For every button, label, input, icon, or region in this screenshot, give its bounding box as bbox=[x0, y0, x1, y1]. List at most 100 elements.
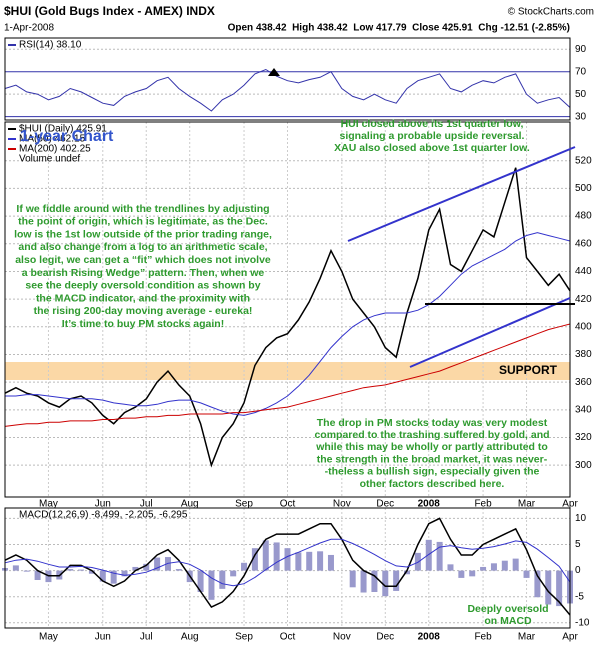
histogram-bar bbox=[317, 551, 324, 571]
y-tick-label: 440 bbox=[575, 266, 592, 277]
y-tick-label: 340 bbox=[575, 404, 592, 415]
y-tick-label: 460 bbox=[575, 238, 592, 249]
y-tick-label: 420 bbox=[575, 294, 592, 305]
x-tick-label: Sep bbox=[235, 499, 253, 510]
y-tick-label: 360 bbox=[575, 377, 592, 388]
annotation: a bearish Rising Wedge” pattern. Then, w… bbox=[22, 267, 265, 279]
x-tick-label: Sep bbox=[235, 632, 253, 643]
legend-entry: MACD(12,26,9) -8.499, -2.205, -6.295 bbox=[19, 510, 188, 521]
histogram-bar bbox=[458, 570, 465, 578]
histogram-bar bbox=[88, 570, 95, 574]
annotation: If we fiddle around with the trendlines … bbox=[16, 203, 269, 215]
y-tick-label: 50 bbox=[575, 89, 587, 100]
histogram-bar bbox=[436, 541, 443, 571]
histogram-bar bbox=[99, 570, 106, 582]
annotation: -theless a bullish sign, especially give… bbox=[325, 466, 540, 478]
legend-entry: MA(200) 402.25 bbox=[19, 144, 91, 155]
annotation: compared to the trashing suffered by gol… bbox=[314, 429, 549, 441]
annotation: XAU also closed above 1st quarter low. bbox=[334, 142, 530, 154]
y-tick-label: 5 bbox=[575, 539, 581, 550]
histogram-bar bbox=[132, 566, 139, 571]
x-tick-label: Jul bbox=[140, 499, 153, 510]
series-line bbox=[4, 68, 571, 112]
trendline bbox=[409, 297, 571, 368]
y-tick-label: 300 bbox=[575, 460, 592, 471]
y-tick-label: 320 bbox=[575, 432, 592, 443]
x-tick-label: 2008 bbox=[418, 499, 441, 510]
histogram-bar bbox=[154, 557, 161, 571]
x-tick-label: Oct bbox=[280, 632, 296, 643]
histogram-bar bbox=[143, 563, 150, 571]
annotation: the strength in the broad market, it was… bbox=[317, 453, 548, 465]
y-tick-label: 520 bbox=[575, 155, 592, 166]
y-tick-label: 30 bbox=[575, 111, 587, 122]
histogram-bar bbox=[121, 570, 128, 577]
histogram-bar bbox=[273, 542, 280, 571]
title: $HUI (Gold Bugs Index - AMEX) INDX bbox=[4, 4, 215, 18]
histogram-bar bbox=[306, 551, 313, 571]
x-tick-label: Dec bbox=[376, 632, 394, 643]
histogram-bar bbox=[382, 570, 389, 597]
histogram-bar bbox=[512, 558, 519, 571]
histogram-bar bbox=[404, 570, 411, 575]
histogram-bar bbox=[23, 570, 30, 572]
annotation: see the deeply oversold condition as sho… bbox=[25, 280, 260, 292]
x-tick-label: Aug bbox=[181, 632, 199, 643]
histogram-bar bbox=[469, 570, 476, 577]
annotation: HUI closed above its 1st quarter low, bbox=[341, 118, 524, 130]
histogram-bar bbox=[67, 569, 74, 571]
annotation: the MACD indicator, and the proximity wi… bbox=[36, 292, 250, 304]
x-tick-label: Mar bbox=[518, 632, 536, 643]
x-tick-label: Aug bbox=[181, 499, 199, 510]
histogram-bar bbox=[34, 570, 41, 580]
y-tick-label: 480 bbox=[575, 211, 592, 222]
histogram-bar bbox=[501, 560, 508, 571]
histogram-bar bbox=[219, 570, 226, 589]
x-tick-label: Feb bbox=[474, 632, 492, 643]
histogram-bar bbox=[556, 570, 563, 607]
legend-entry: RSI(14) 38.10 bbox=[19, 40, 82, 51]
date: 1-Apr-2008 bbox=[4, 23, 54, 34]
histogram-bar bbox=[241, 562, 248, 571]
histogram-bar bbox=[425, 539, 432, 571]
x-tick-label: Apr bbox=[562, 632, 578, 643]
annotation: low is the 1st low outside of the prior … bbox=[14, 228, 272, 240]
annotation: and also change from a log to an arithme… bbox=[18, 241, 267, 253]
x-tick-label: May bbox=[39, 499, 58, 510]
y-tick-label: 10 bbox=[575, 513, 587, 524]
x-tick-label: 2008 bbox=[418, 632, 441, 643]
histogram-bar bbox=[371, 570, 378, 592]
annotation: The drop in PM stocks today was very mod… bbox=[317, 417, 548, 429]
annotation: other factors described here. bbox=[360, 478, 505, 490]
histogram-bar bbox=[523, 570, 530, 578]
histogram-bar bbox=[110, 570, 117, 584]
source: © StockCharts.com bbox=[508, 7, 594, 18]
series-line bbox=[4, 167, 571, 468]
annotation: It’s time to buy PM stocks again! bbox=[62, 318, 224, 330]
x-tick-label: Dec bbox=[376, 499, 394, 510]
histogram-bar bbox=[251, 548, 258, 571]
histogram-bar bbox=[78, 569, 85, 571]
histogram-bar bbox=[447, 564, 454, 571]
y-tick-label: 0 bbox=[575, 565, 581, 576]
quote: Open 438.42 High 438.42 Low 417.79 Close… bbox=[228, 23, 570, 34]
annotation: the point of origin, which is legitimate… bbox=[18, 216, 268, 228]
annotation: 1-year Chart bbox=[20, 128, 114, 145]
histogram-bar bbox=[175, 569, 182, 571]
histogram-bar bbox=[230, 570, 237, 577]
panel-frame bbox=[4, 121, 571, 498]
histogram-bar bbox=[295, 552, 302, 571]
rsi-marker bbox=[268, 68, 280, 76]
annotation: SUPPORT bbox=[499, 363, 558, 377]
histogram-bar bbox=[545, 570, 552, 605]
annotation: also legit, we can get a “fit” which doe… bbox=[15, 254, 271, 266]
annotation: Deeply oversold bbox=[467, 603, 548, 615]
histogram-bar bbox=[480, 566, 487, 571]
annotation: on MACD bbox=[484, 615, 532, 627]
annotation: the rising 200-day moving average - eure… bbox=[34, 305, 253, 317]
y-tick-label: 90 bbox=[575, 44, 587, 55]
series-line bbox=[4, 323, 571, 427]
x-tick-label: Nov bbox=[333, 632, 351, 643]
y-tick-label: -5 bbox=[575, 591, 584, 602]
